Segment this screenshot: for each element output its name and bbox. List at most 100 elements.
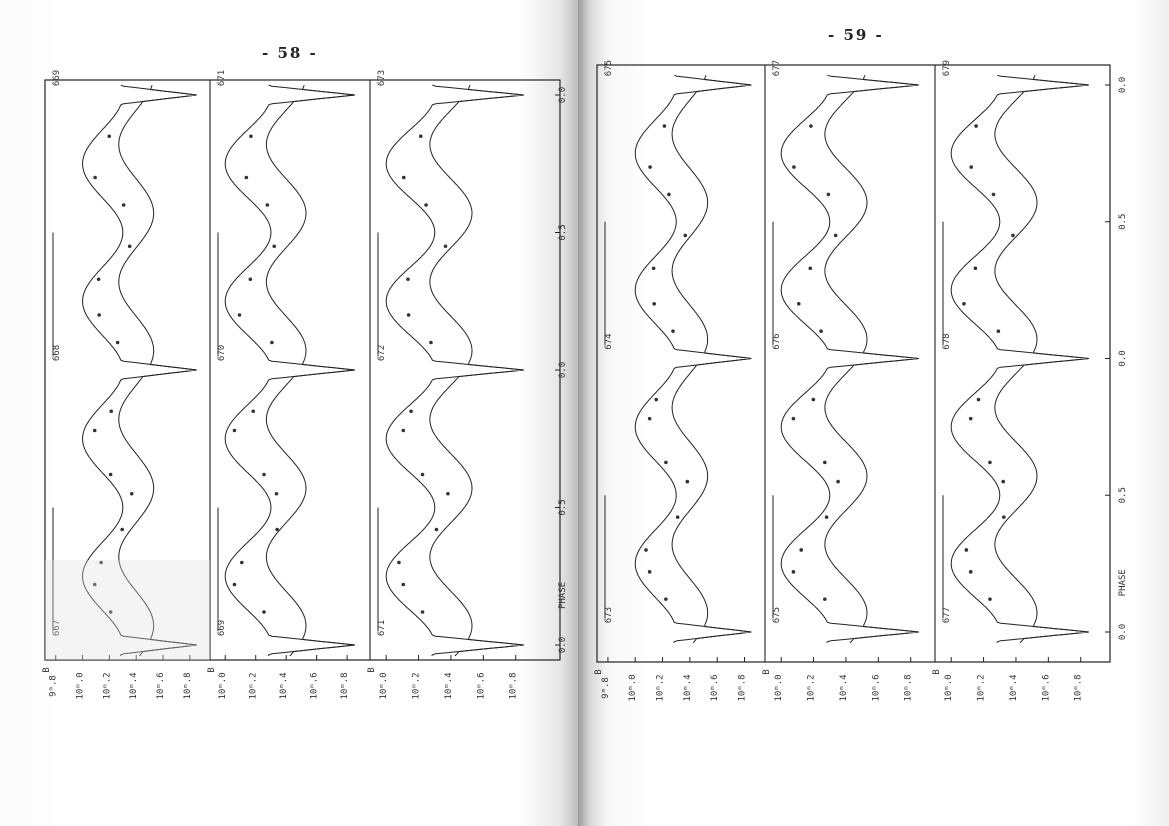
observation-point <box>969 165 974 169</box>
observation-point <box>129 491 134 496</box>
observation-point <box>244 175 249 180</box>
phase-tick-label: 0.0 <box>558 362 568 378</box>
model-curve-inner <box>385 84 524 657</box>
magnitude-tick-label: 9ᵐ.8 <box>601 677 611 699</box>
observation-point <box>115 340 120 345</box>
observation-point <box>401 428 406 433</box>
phase-tick-label: 0.0 <box>1118 77 1128 93</box>
observation-point <box>962 302 966 306</box>
observation-point <box>401 582 406 587</box>
left-page: - 58 - <box>0 0 578 826</box>
observation-point <box>988 597 992 601</box>
observation-point <box>819 329 823 333</box>
observation-point <box>654 397 659 402</box>
magnitude-axis-label: B <box>367 667 377 672</box>
observation-point <box>418 134 423 139</box>
cycle-label: 671 <box>217 70 227 86</box>
page-number: - 58 - <box>262 44 318 62</box>
magnitude-tick-label: 10ᵐ.6 <box>476 672 486 699</box>
observation-point <box>265 203 270 207</box>
observation-point <box>647 570 652 574</box>
figure-frame <box>596 64 1111 663</box>
model-curve-inner <box>950 74 1089 644</box>
observation-point <box>968 570 973 574</box>
observation-point <box>799 548 804 552</box>
magnitude-tick-label: 10ᵐ.2 <box>102 672 112 699</box>
observation-point <box>1001 479 1006 484</box>
magnitude-tick-label: 10ᵐ.4 <box>129 672 139 699</box>
cycle-label: 679 <box>942 60 952 76</box>
observation-point <box>648 165 652 169</box>
observation-point <box>662 124 667 128</box>
magnitude-tick-label: 10ᵐ.0 <box>774 674 784 701</box>
cycle-label: 670 <box>217 345 227 361</box>
observation-point <box>275 527 279 532</box>
magnitude-tick-label: 9ᵐ.8 <box>49 675 59 697</box>
observation-point <box>683 233 688 238</box>
observation-point <box>808 266 813 271</box>
magnitude-axis-label: B <box>762 669 772 674</box>
observation-point <box>644 548 648 552</box>
observation-point <box>92 582 97 587</box>
observation-point <box>120 527 124 532</box>
observation-point <box>108 472 113 477</box>
magnitude-tick-label: 10ᵐ.0 <box>944 674 954 701</box>
magnitude-tick-label: 10ᵐ.8 <box>1074 674 1084 701</box>
observation-point <box>647 416 652 421</box>
magnitude-tick-label: 10ᵐ.2 <box>412 672 422 699</box>
observation-point <box>127 244 132 249</box>
observation-point <box>239 560 244 565</box>
cycle-label: 676 <box>772 333 782 349</box>
model-curve-outer <box>824 74 919 644</box>
phase-axis-label: PHASE <box>558 582 568 609</box>
phase-tick-label: 0.5 <box>1118 214 1128 230</box>
cycle-label: 673 <box>604 607 614 623</box>
observation-point <box>397 560 401 565</box>
magnitude-axis-label: B <box>594 669 604 674</box>
magnitude-tick-label: 10ᵐ.2 <box>656 674 666 701</box>
observation-point <box>406 277 410 282</box>
magnitude-tick-label: 10ᵐ.4 <box>683 674 693 701</box>
magnitude-axis-label: B <box>932 669 942 674</box>
observation-point <box>988 460 992 465</box>
model-curve-inner <box>224 84 355 657</box>
observation-point <box>272 244 277 249</box>
observation-point <box>836 479 840 484</box>
observation-point <box>262 472 266 477</box>
observation-point <box>974 124 978 128</box>
magnitude-tick-label: 10ᵐ.6 <box>156 672 166 699</box>
observation-point <box>424 203 428 207</box>
magnitude-tick-label: 10ᵐ.2 <box>807 674 817 701</box>
observation-point <box>973 266 978 271</box>
observation-point <box>809 124 813 128</box>
magnitude-axis-label: B <box>42 667 52 672</box>
observation-point <box>652 302 656 306</box>
cycle-label: 673 <box>377 70 387 86</box>
page-number: - 59 - <box>828 26 884 44</box>
cycle-label: 674 <box>604 333 614 349</box>
observation-point <box>108 610 113 614</box>
phase-tick-label: 0.5 <box>1118 487 1128 503</box>
phase-tick-label: 0.0 <box>1118 350 1128 366</box>
observation-point <box>232 582 237 587</box>
cycle-label: 675 <box>604 60 614 76</box>
phase-tick-label: 0.5 <box>558 499 568 515</box>
observation-point <box>996 329 1001 333</box>
observation-point <box>791 416 796 421</box>
observation-point <box>833 233 838 238</box>
observation-point <box>791 570 796 574</box>
model-curve-outer <box>671 75 752 644</box>
observation-point <box>811 397 816 402</box>
observation-point <box>97 313 101 317</box>
observation-point <box>792 165 796 169</box>
magnitude-tick-label: 10ᵐ.8 <box>509 672 519 699</box>
observation-point <box>93 175 97 180</box>
magnitude-tick-label: 10ᵐ.6 <box>310 672 320 699</box>
right-page: - 59 - <box>578 0 1169 826</box>
observation-point <box>237 313 242 317</box>
observation-point <box>976 397 981 402</box>
model-curve-outer <box>994 74 1089 644</box>
observation-point <box>409 409 413 414</box>
